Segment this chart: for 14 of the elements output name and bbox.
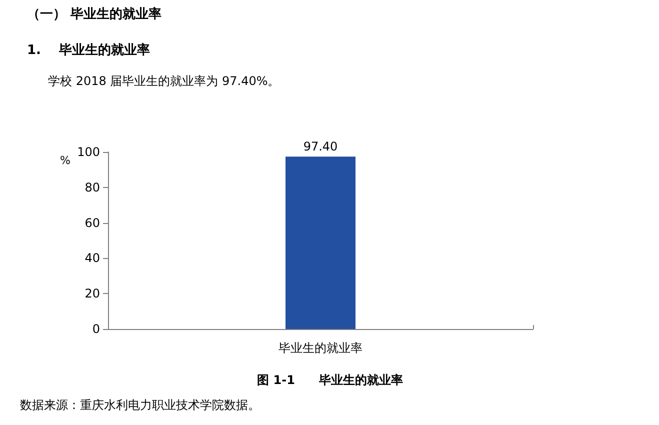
chart-subtitle: 1. 毕业生的就业率 [27, 42, 150, 58]
y-tick-label: 20 [84, 286, 100, 301]
text: 学校 2018 届毕业生的就业率为 97.40%。 [48, 74, 280, 88]
caption: 图 1-1 毕业生的就业率 [257, 373, 403, 387]
y-tick-label: 40 [84, 251, 100, 266]
y-tick-label: 60 [84, 216, 100, 230]
data-label: 97.40 [303, 140, 338, 154]
source-note: 数据来源：重庆水利电力职业技术学院数据。 [20, 398, 260, 412]
y-tick-label: 80 [84, 180, 100, 194]
chart-title: （一） 毕业生的就业率 [27, 6, 162, 22]
y-tick-label: 100 [77, 145, 100, 159]
y-axis-title: % [60, 154, 70, 167]
y-tick-label: 0 [92, 322, 100, 336]
x-tick-label: 毕业生的就业率 [278, 341, 362, 355]
